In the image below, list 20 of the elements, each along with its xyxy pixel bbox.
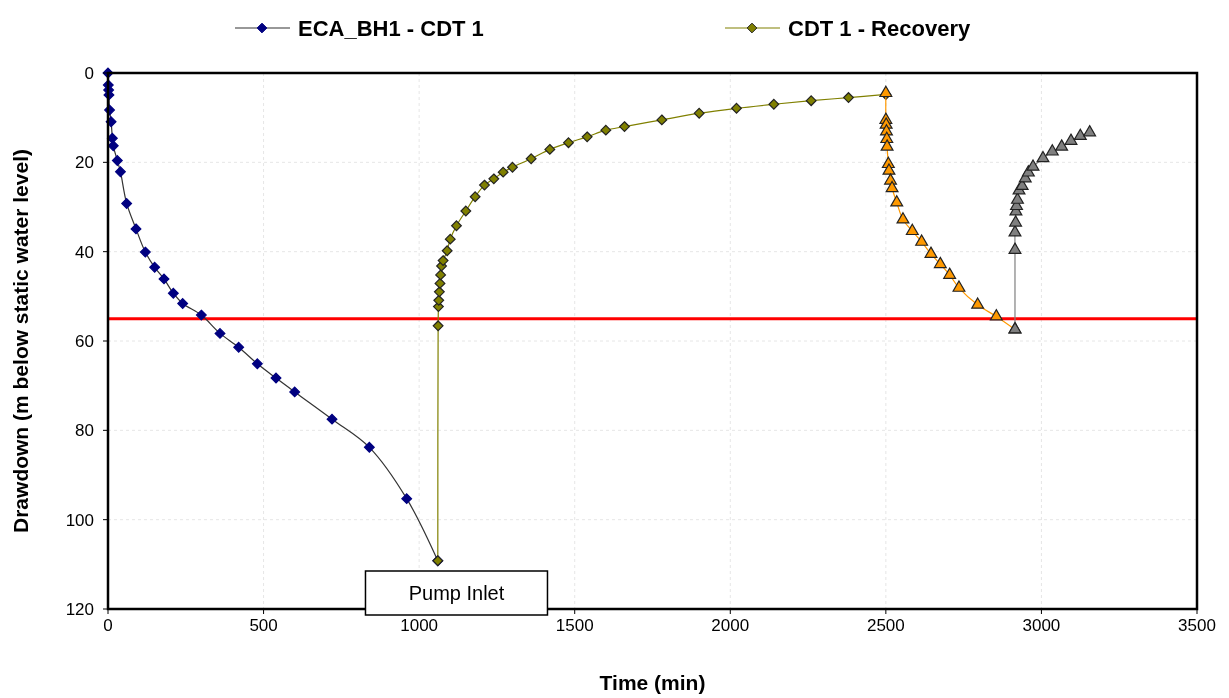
x-tick-label: 3500	[1178, 616, 1216, 635]
x-axis-title: Time (min)	[599, 671, 706, 694]
y-tick-label: 20	[75, 153, 94, 173]
x-tick-label: 0	[103, 616, 113, 635]
y-tick-label: 40	[75, 242, 94, 262]
x-tick-label: 3000	[1022, 616, 1061, 635]
annotation: Pump Inlet	[408, 582, 505, 604]
x-tick-label: 500	[249, 616, 278, 635]
x-tick-label: 2500	[866, 616, 905, 635]
x-tick-label: 1500	[555, 616, 594, 635]
legend-label: CDT 1 - Recovery	[788, 16, 971, 41]
legend-label: ECA_BH1 - CDT 1	[298, 16, 484, 41]
y-tick-label: 120	[65, 600, 94, 619]
y-tick-label: 80	[75, 421, 94, 441]
x-tick-label: 1000	[400, 616, 439, 635]
y-tick-label: 60	[75, 332, 94, 351]
y-tick-label: 100	[65, 510, 94, 530]
y-tick-label: 0	[84, 64, 94, 83]
x-tick-label: 2000	[711, 616, 750, 635]
y-axis-title: Drawdown (m below static water level)	[9, 149, 32, 533]
